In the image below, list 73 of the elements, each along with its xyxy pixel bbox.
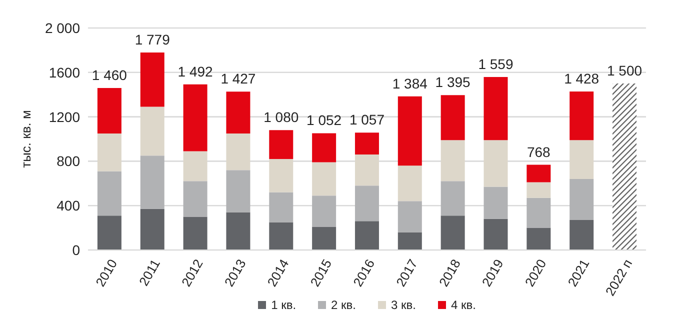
total-label: 1 559 [478,56,514,72]
bar [484,218,508,250]
bar [354,154,379,186]
bar [183,84,208,152]
total-label: 1 428 [564,70,600,86]
bar [398,232,422,250]
y-tick-label: 800 [56,153,80,170]
bar [440,181,465,216]
bar [226,133,250,170]
legend-label: 4 кв. [450,298,476,312]
bar [226,92,250,134]
legend-label: 1 кв. [271,298,296,312]
total-label: 1 460 [92,66,128,83]
total-label: 1 080 [264,109,299,126]
y-axis-title: тыс. кв. м [18,110,34,168]
y-tick-label: 0 [72,242,80,258]
y-tick-label: 400 [56,198,80,214]
bar [269,130,294,159]
bar [440,95,465,140]
total-label: 1 427 [220,70,256,87]
bar [97,171,122,216]
bar [570,140,594,179]
bar [354,221,379,250]
bar [570,178,594,220]
bar [312,226,336,250]
bar [226,212,250,250]
bar [269,192,294,222]
y-tick-label: 2 000 [44,20,80,36]
total-label: 1 779 [134,32,170,48]
bar [312,162,336,196]
y-tick-label: 1200 [48,108,80,125]
total-label: 1 395 [435,74,471,90]
bar [269,158,294,192]
y-tick-label: 1600 [48,64,80,80]
bar [312,196,336,227]
bar [526,228,551,250]
bar [183,181,208,217]
bar [183,151,208,182]
bar [226,170,250,212]
bar [312,133,336,162]
bar [526,182,551,198]
bar [440,140,465,182]
bar [97,133,122,172]
bar [440,216,465,250]
bar [354,186,379,222]
total-label: 1 057 [349,112,385,128]
total-label: 1 492 [178,63,214,80]
bar [612,84,637,250]
legend-label: 3 кв. [391,298,416,312]
total-label: 768 [526,144,551,160]
bar [354,132,379,155]
bar [140,208,164,250]
bar [570,220,594,250]
bar [140,106,164,156]
bar [140,156,164,209]
bar [484,140,508,187]
bar [398,96,422,166]
total-label: 1 500 [606,62,642,78]
bar [140,52,164,107]
bar [526,198,551,228]
bar [398,166,422,202]
bar [97,216,122,250]
bar [269,222,294,250]
bar [97,88,122,134]
bar [398,201,422,232]
bar [570,91,594,140]
total-label: 1 052 [306,112,342,128]
legend-label: 2 кв. [331,298,356,312]
bar [484,186,508,219]
bar [526,164,551,182]
bar [484,76,508,140]
total-label: 1 384 [392,75,428,92]
bar [183,216,208,250]
